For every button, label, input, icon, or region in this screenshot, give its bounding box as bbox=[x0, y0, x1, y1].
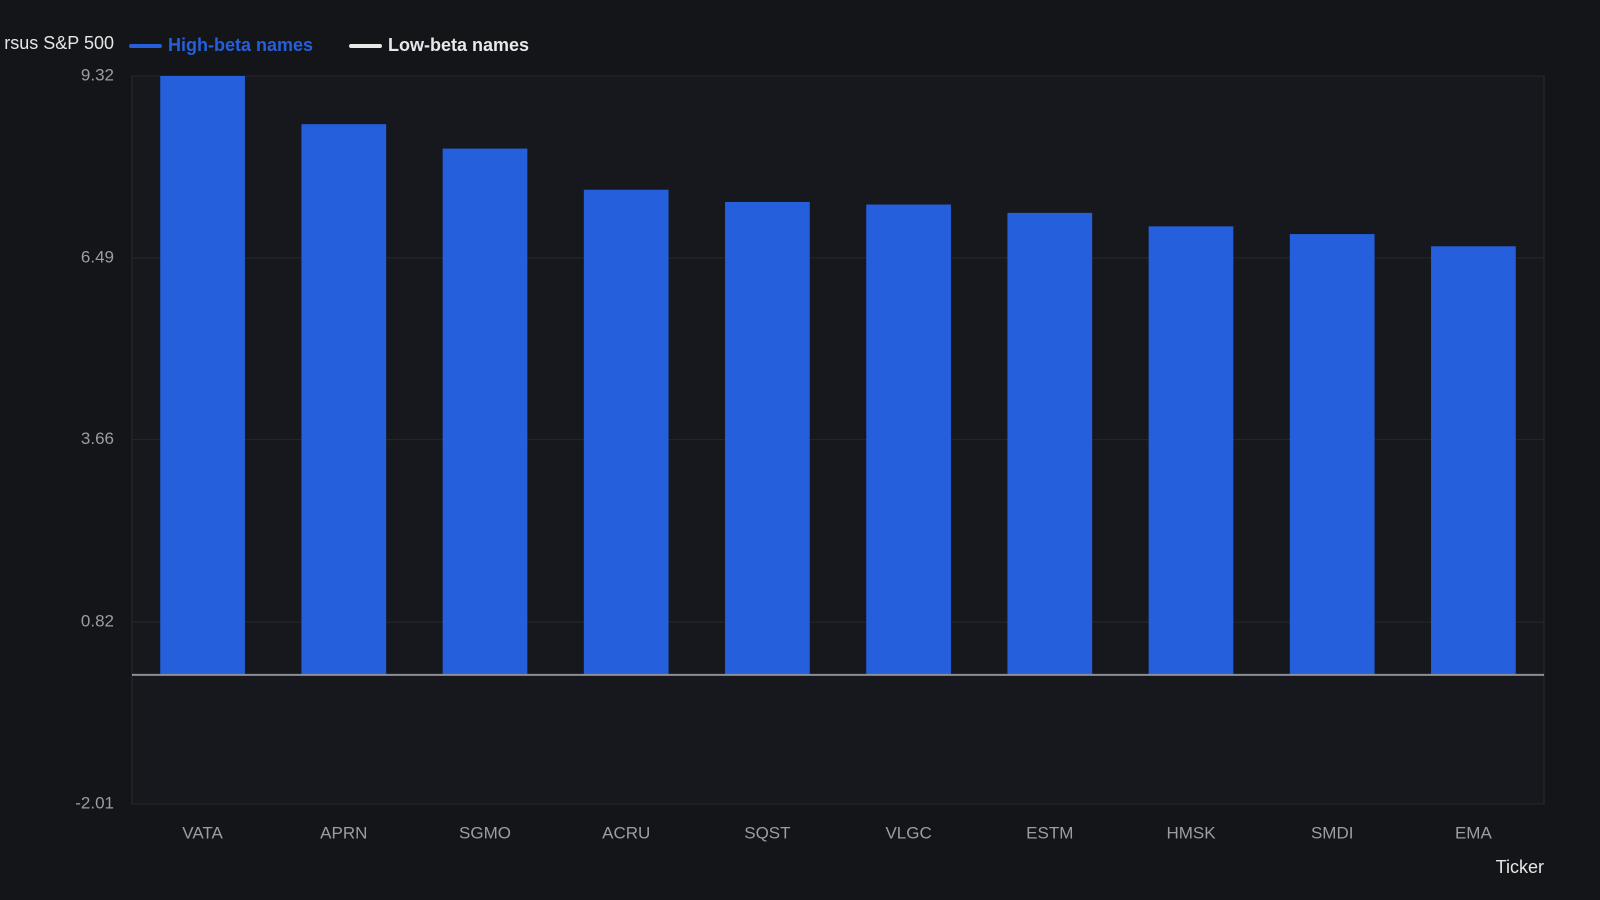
legend-label: High-beta names bbox=[168, 35, 313, 55]
x-tick-label: SMDI bbox=[1311, 823, 1354, 842]
bar bbox=[1431, 246, 1516, 675]
y-axis-label: rsus S&P 500 bbox=[4, 33, 114, 53]
x-tick-label: HMSK bbox=[1166, 823, 1216, 842]
bar bbox=[1289, 234, 1375, 675]
bar bbox=[1007, 212, 1093, 675]
y-tick-label: 0.82 bbox=[81, 612, 114, 631]
x-tick-label: EMA bbox=[1455, 823, 1493, 842]
x-tick-label: VLGC bbox=[885, 823, 931, 842]
legend-label: Low-beta names bbox=[388, 35, 529, 55]
bar bbox=[442, 148, 528, 675]
x-axis-label: Ticker bbox=[1496, 857, 1544, 877]
y-tick-label: 6.49 bbox=[81, 247, 114, 266]
y-tick-label: 3.66 bbox=[81, 429, 114, 448]
x-tick-label: APRN bbox=[320, 823, 367, 842]
bar bbox=[725, 201, 810, 675]
bar bbox=[160, 76, 245, 675]
x-tick-label: ESTM bbox=[1026, 823, 1073, 842]
x-tick-label: VATA bbox=[182, 823, 223, 842]
bar bbox=[866, 204, 951, 675]
bar bbox=[1148, 226, 1234, 675]
bar bbox=[301, 124, 387, 675]
y-tick-label: 9.32 bbox=[81, 65, 114, 84]
bar bbox=[583, 189, 669, 675]
x-tick-label: SQST bbox=[744, 823, 790, 842]
y-tick-label: -2.01 bbox=[75, 793, 114, 812]
x-tick-label: SGMO bbox=[459, 823, 511, 842]
x-tick-label: ACRU bbox=[602, 823, 650, 842]
